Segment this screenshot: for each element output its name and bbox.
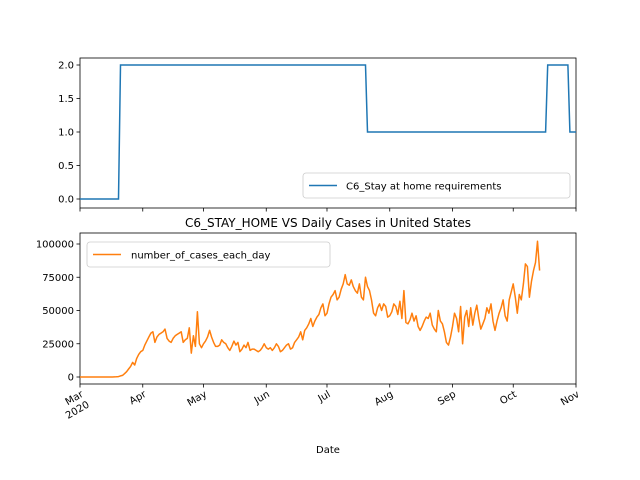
x-axis-label: Date [316, 445, 340, 456]
bottom-y-tick-label: 75000 [42, 273, 74, 284]
top-y-tick-label: 0.5 [58, 161, 74, 172]
bottom-legend: number_of_cases_each_day [86, 241, 331, 268]
bottom-y-tick-label: 100000 [36, 240, 74, 251]
top-legend: C6_Stay at home requirements [302, 172, 571, 199]
top-y-tick-label: 1.0 [58, 128, 74, 139]
top-y-tick-label: 1.5 [58, 94, 74, 105]
top-legend-box [302, 172, 571, 199]
stay-home-series-line [80, 64, 576, 200]
bottom-plot-frame [79, 232, 577, 385]
top-plot-frame [79, 57, 577, 209]
bottom-y-tick-label: 0 [68, 373, 74, 384]
top-y-tick-label: 0.0 [58, 195, 74, 206]
bottom-legend-box [86, 241, 331, 268]
top-y-tick-label: 2.0 [58, 61, 74, 72]
daily-cases-series-line [80, 240, 541, 378]
top-legend-label: C6_Stay at home requirements [346, 182, 502, 193]
bottom-y-tick-label: 25000 [42, 339, 74, 350]
chart-title: C6_STAY_HOME VS Daily Cases in United St… [185, 216, 471, 230]
top-axes-stay-home: 0.0 0.5 1.0 1.5 2.0 C6_Stay at home requireme… [58, 57, 577, 212]
bottom-legend-label: number_of_cases_each_day [131, 251, 270, 262]
bottom-y-tick-label: 50000 [42, 306, 74, 317]
